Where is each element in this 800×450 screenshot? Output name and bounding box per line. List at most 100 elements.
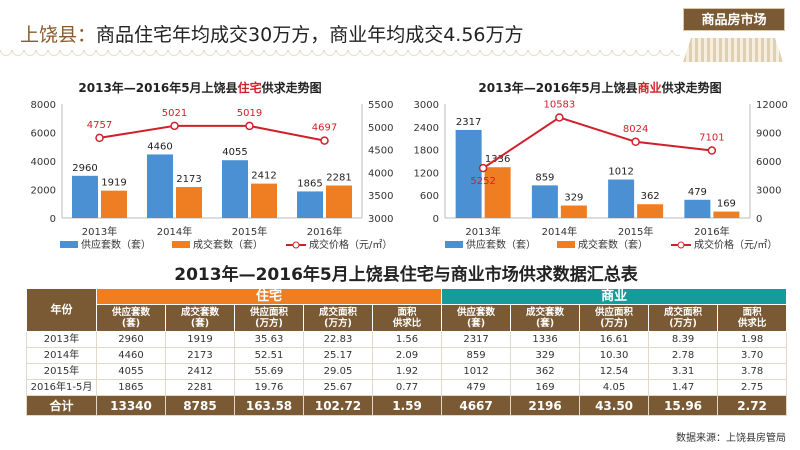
- price-line: [482, 116, 712, 169]
- legend-swatch-supply: [60, 241, 78, 248]
- table-cell: 2014年: [26, 347, 97, 364]
- y-right-tick-label: 12000: [756, 100, 788, 111]
- legend-label: 成交套数（套）: [193, 238, 263, 251]
- legend-label: 成交价格（元/㎡）: [694, 238, 777, 251]
- x-tick-label: 2013年: [82, 225, 117, 238]
- bar-value-label: 1336: [485, 154, 510, 165]
- table-cell: 1336: [510, 331, 581, 348]
- column-header: 成交套数 (套): [165, 304, 235, 332]
- table-cell: 16.61: [579, 331, 650, 348]
- legend-label: 供应套数（套）: [81, 238, 151, 251]
- bar-value-label: 169: [717, 199, 736, 210]
- legend-swatch-deal: [172, 241, 190, 248]
- table-cell: 52.51: [234, 347, 304, 364]
- price-point: [478, 163, 488, 173]
- table-cell: 55.69: [234, 363, 304, 380]
- wave-divider: [0, 50, 680, 58]
- column-header: 供应套数 (套): [96, 304, 166, 332]
- legend-label: 供应套数（套）: [466, 238, 536, 251]
- price-line: [99, 124, 325, 142]
- table-cell: 3.78: [717, 363, 788, 380]
- x-tick-label: 2015年: [232, 225, 267, 238]
- table-cell: 2173: [165, 347, 235, 364]
- price-value-label: 4697: [312, 123, 337, 134]
- headline-text: 商品住宅年均成交30万方，商业年均成交4.56万方: [96, 24, 524, 46]
- y-right-tick-label: 9000: [756, 129, 781, 140]
- table-cell: 1919: [165, 331, 235, 348]
- supply-bar: [455, 129, 482, 218]
- year-header: 年份: [26, 288, 97, 332]
- table-cell: 362: [510, 363, 581, 380]
- table-cell: 25.17: [303, 347, 373, 364]
- column-header: 成交面积 (万方): [648, 304, 719, 332]
- table-cell: 1012: [441, 363, 512, 380]
- table-row: 2016年1-5月 1865 2281 19.76 25.67 0.77 479 169 4.0…: [26, 379, 788, 396]
- chart-svg: 0 600 1200 1800 2400 3000 0 3000 6000 9000 12000 20…: [414, 99, 788, 251]
- table-cell: 1.56: [371, 331, 443, 348]
- legend-label: 成交套数（套）: [578, 238, 648, 251]
- legend-swatch-supply: [445, 241, 463, 248]
- y-right-tick-label: 6000: [756, 157, 781, 168]
- y-right-tick-label: 3000: [368, 214, 393, 225]
- table-cell: 1.98: [717, 331, 788, 348]
- bar-value-label: 2960: [72, 163, 97, 174]
- price-value-label: 5021: [162, 108, 187, 119]
- table-cell: 15.96: [648, 395, 719, 416]
- table-cell: 329: [510, 347, 581, 364]
- table-cell: 2281: [165, 379, 235, 396]
- table-cell: 29.05: [303, 363, 373, 380]
- table-cell: 2015年: [26, 363, 97, 380]
- table-cell: 22.83: [303, 331, 373, 348]
- bar-value-label: 329: [564, 192, 583, 203]
- deal-bar: [326, 185, 352, 218]
- table-row: 2014年 4460 2173 52.51 25.17 2.09 859 329 10.30 2.…: [26, 347, 788, 364]
- y-left-tick-label: 0: [433, 214, 439, 225]
- price-point: [320, 136, 329, 145]
- table-cell: 25.67: [303, 379, 373, 396]
- legend-label: 成交价格（元/㎡）: [309, 238, 392, 251]
- column-header: 供应套数 (套): [441, 304, 512, 332]
- data-source: 数据来源：上饶县房管局: [676, 433, 786, 444]
- table-cell: 0.77: [371, 379, 443, 396]
- commercial-chart: 2013年—2016年5月上饶县商业供求走势图 0 600 1200 1800 2400…: [400, 66, 800, 261]
- price-point: [555, 113, 564, 122]
- price-value-label: 8024: [623, 124, 648, 135]
- price-value-label: 10583: [543, 99, 575, 110]
- table-cell: 479: [441, 379, 512, 396]
- y-right-tick-label: 5500: [368, 100, 393, 111]
- bar-value-label: 1919: [101, 178, 126, 189]
- table-cell: 102.72: [303, 395, 373, 416]
- x-tick-label: 2014年: [542, 225, 577, 238]
- column-header: 成交套数 (套): [510, 304, 581, 332]
- table-cell: 2016年1-5月: [26, 379, 97, 396]
- table-cell: 8785: [165, 395, 235, 416]
- supply-bar: [297, 191, 323, 218]
- y-right-tick-label: 0: [756, 214, 762, 225]
- legend-swatch-deal: [557, 241, 575, 248]
- price-point: [707, 146, 717, 155]
- x-tick-label: 2016年: [694, 225, 729, 238]
- supply-bar: [684, 199, 711, 218]
- price-value-label: 4757: [87, 120, 112, 131]
- table-cell: 1865: [96, 379, 166, 396]
- table-cell: 13340: [96, 395, 166, 416]
- legend-marker-price: [292, 241, 300, 249]
- deal-bar: [637, 204, 664, 218]
- deal-bar: [176, 187, 202, 218]
- group-commercial: 商业: [441, 288, 788, 305]
- table-cell: 2013年: [26, 331, 97, 348]
- supply-bar: [222, 160, 248, 218]
- bar-value-label: 2412: [251, 171, 276, 182]
- y-right-tick-label: 5000: [368, 123, 393, 134]
- bar-value-label: 479: [688, 187, 707, 198]
- table-cell: 2.75: [717, 379, 788, 396]
- column-header: 供应面积 (万方): [579, 304, 650, 332]
- y-left-tick-label: 600: [420, 191, 439, 202]
- table-cell: 859: [441, 347, 512, 364]
- y-right-tick-label: 4000: [368, 168, 393, 179]
- table-row: 2013年 2960 1919 35.63 22.83 1.56 2317 1336 16.61…: [26, 331, 788, 348]
- y-right-tick-label: 3500: [368, 191, 393, 202]
- residential-chart: 2013年—2016年5月上饶县住宅供求走势图 0 2000 4000 6000 800…: [0, 66, 400, 261]
- y-left-tick-label: 1200: [414, 168, 439, 179]
- total-row: 合计 13340 8785 163.58 102.72 1.59 4667 2196 43.50…: [26, 395, 788, 416]
